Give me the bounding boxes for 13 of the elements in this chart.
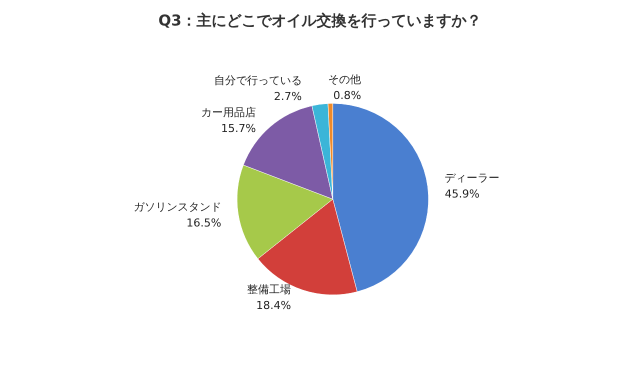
data-label: 0.8%: [333, 88, 362, 102]
data-label: 18.4%: [256, 299, 292, 312]
data-label: 2.7%: [274, 90, 302, 103]
slice-label: その他: [328, 72, 362, 86]
data-label: 16.5%: [186, 216, 222, 230]
slice-label: ガソリンスタンド: [133, 200, 222, 214]
data-label: 45.9%: [444, 187, 480, 200]
slice-label: カー用品店: [200, 106, 256, 120]
slice-label: 整備工場: [247, 283, 292, 296]
chart-title: Q3：主にどこでオイル交換を行っていますか？: [158, 12, 482, 30]
data-label: 15.7%: [220, 122, 256, 136]
slice-label: 自分で行っている: [214, 74, 302, 87]
slice-label: ディーラー: [444, 171, 500, 184]
